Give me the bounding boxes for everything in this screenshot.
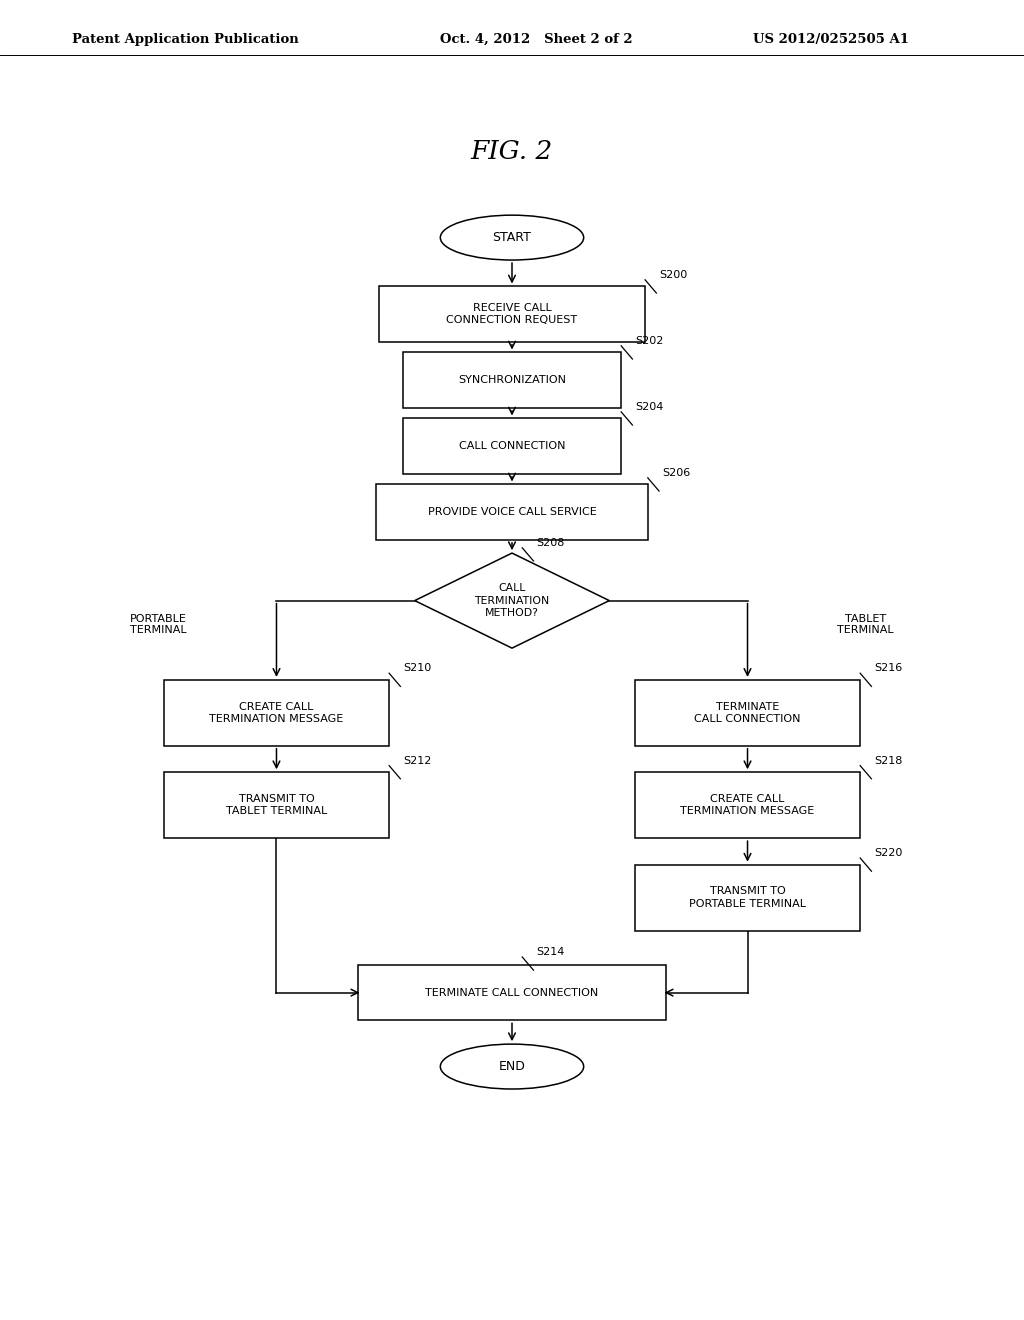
Text: Oct. 4, 2012   Sheet 2 of 2: Oct. 4, 2012 Sheet 2 of 2 [440,33,633,46]
Text: US 2012/0252505 A1: US 2012/0252505 A1 [753,33,908,46]
FancyBboxPatch shape [635,772,860,838]
Text: PORTABLE
TERMINAL: PORTABLE TERMINAL [130,614,187,635]
Text: END: END [499,1060,525,1073]
Text: S214: S214 [537,946,565,957]
Text: CREATE CALL
TERMINATION MESSAGE: CREATE CALL TERMINATION MESSAGE [680,795,815,816]
Text: S218: S218 [874,755,903,766]
Polygon shape [415,553,609,648]
Text: S212: S212 [403,755,432,766]
Text: S202: S202 [636,335,664,346]
Text: TABLET
TERMINAL: TABLET TERMINAL [837,614,894,635]
Text: TERMINATE CALL CONNECTION: TERMINATE CALL CONNECTION [425,987,599,998]
Text: TRANSMIT TO
TABLET TERMINAL: TRANSMIT TO TABLET TERMINAL [226,795,327,816]
Text: S208: S208 [537,537,565,548]
Ellipse shape [440,215,584,260]
Ellipse shape [440,1044,584,1089]
Text: S220: S220 [874,847,903,858]
Text: S200: S200 [659,269,688,280]
Text: S216: S216 [874,663,903,673]
FancyBboxPatch shape [376,484,648,540]
Text: PROVIDE VOICE CALL SERVICE: PROVIDE VOICE CALL SERVICE [428,507,596,517]
Text: FIG. 2: FIG. 2 [471,139,553,164]
Text: CREATE CALL
TERMINATION MESSAGE: CREATE CALL TERMINATION MESSAGE [209,702,344,723]
Text: TERMINATE
CALL CONNECTION: TERMINATE CALL CONNECTION [694,702,801,723]
FancyBboxPatch shape [358,965,666,1020]
FancyBboxPatch shape [164,680,389,746]
FancyBboxPatch shape [635,865,860,931]
Text: RECEIVE CALL
CONNECTION REQUEST: RECEIVE CALL CONNECTION REQUEST [446,304,578,325]
FancyBboxPatch shape [635,680,860,746]
FancyBboxPatch shape [164,772,389,838]
Text: START: START [493,231,531,244]
Text: S204: S204 [636,401,664,412]
FancyBboxPatch shape [379,286,645,342]
FancyBboxPatch shape [402,352,622,408]
Text: SYNCHRONIZATION: SYNCHRONIZATION [458,375,566,385]
Text: Patent Application Publication: Patent Application Publication [72,33,298,46]
Text: S206: S206 [663,467,690,478]
FancyBboxPatch shape [402,418,622,474]
Text: CALL
TERMINATION
METHOD?: CALL TERMINATION METHOD? [474,583,550,618]
Text: TRANSMIT TO
PORTABLE TERMINAL: TRANSMIT TO PORTABLE TERMINAL [689,887,806,908]
Text: CALL CONNECTION: CALL CONNECTION [459,441,565,451]
Text: S210: S210 [403,663,432,673]
